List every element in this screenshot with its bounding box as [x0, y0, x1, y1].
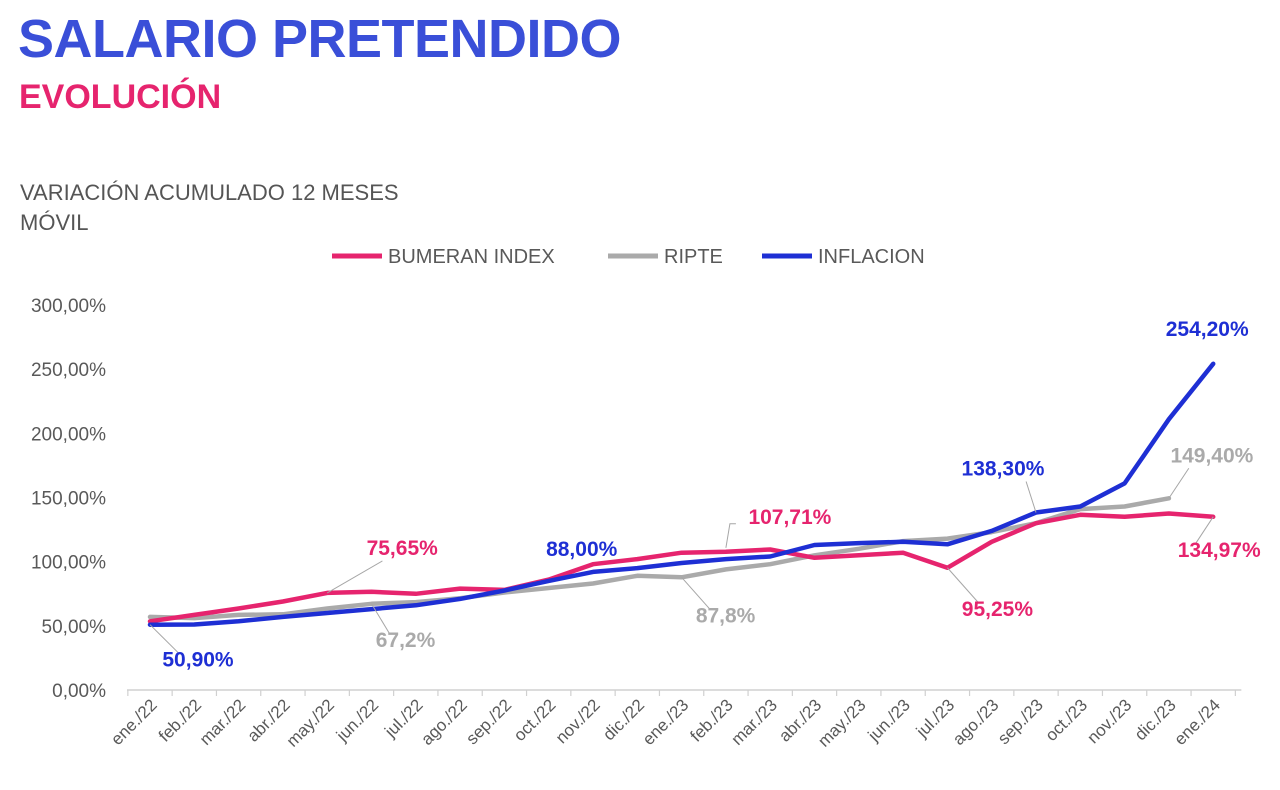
x-tick-label: mar./22: [196, 695, 250, 749]
data-label-ripte: 87,8%: [696, 604, 756, 627]
x-tick-label: may./22: [283, 695, 338, 750]
data-label-leader: [326, 560, 383, 594]
data-label-leader: [1168, 467, 1190, 499]
data-label-leader: [149, 624, 179, 654]
series-line-inflacion: [147, 361, 1216, 627]
y-tick-label: 50,00%: [42, 617, 107, 638]
x-tick-label: mar./23: [727, 695, 781, 749]
data-label-leader: [725, 523, 736, 548]
data-label-leader: [371, 603, 390, 634]
data-label-leader: [947, 567, 978, 603]
y-tick-label: 300,00%: [31, 296, 106, 317]
y-tick-label: 100,00%: [31, 553, 106, 574]
data-labels: 75,65% 107,71% 95,25% 134,97% 67,2% 87,8% 149,…: [149, 318, 1261, 672]
data-label-bumeran-index: 95,25%: [962, 598, 1034, 621]
chart-title-line-1: VARIACIÓN ACUMULADO 12 MESES: [20, 180, 399, 205]
x-tick-label: ene./22: [107, 695, 161, 749]
legend-label-bumeran-index: BUMERAN INDEX: [388, 246, 555, 268]
x-tick-label: jun./22: [332, 695, 382, 745]
x-axis: ene./22feb./22mar./22abr./22may./22jun./…: [107, 689, 1242, 751]
data-label-bumeran-index: 107,71%: [748, 506, 831, 529]
data-label-bumeran-index: 134,97%: [1178, 539, 1261, 562]
data-label-ripte: 67,2%: [376, 629, 436, 652]
data-label-leader: [1195, 516, 1214, 544]
y-tick-label: 150,00%: [31, 489, 106, 510]
page-title: SALARIO PRETENDIDO: [18, 9, 622, 69]
x-tick-label: sep./22: [462, 695, 515, 748]
data-label-inflacion: 138,30%: [962, 458, 1045, 481]
y-tick-label: 200,00%: [31, 424, 106, 445]
y-tick-label: 0,00%: [52, 681, 106, 702]
x-tick-label: jun./23: [864, 695, 914, 745]
data-label-inflacion: 88,00%: [546, 538, 618, 561]
x-tick-label: oct./23: [1042, 695, 1092, 745]
data-label-bumeran-index: 75,65%: [367, 537, 439, 560]
series-lines: [147, 361, 1216, 627]
page-subtitle: EVOLUCIÓN: [19, 78, 222, 116]
legend-label-inflacion: INFLACION: [818, 246, 925, 268]
legend-label-ripte: RIPTE: [664, 246, 723, 268]
x-tick-label: sep./23: [994, 695, 1047, 748]
x-tick-label: ago./22: [417, 695, 471, 749]
data-label-leader: [1025, 481, 1037, 513]
data-label-leader: [681, 576, 710, 609]
chart-title-line-2: MÓVIL: [20, 210, 88, 235]
x-tick-label: nov./23: [1083, 695, 1135, 747]
y-axis: 0,00% 50,00% 100,00% 150,00% 200,00% 250,00% 3…: [31, 296, 106, 702]
x-tick-label: nov./22: [552, 695, 604, 747]
x-tick-label: ene./24: [1170, 695, 1224, 749]
x-tick-label: oct./22: [510, 695, 560, 745]
x-tick-label: ago./23: [949, 695, 1003, 749]
x-tick-label: may./23: [814, 695, 869, 750]
series-line-bumeran-index: [147, 511, 1216, 624]
series-line-ripte: [147, 496, 1172, 621]
chart-legend: BUMERAN INDEX RIPTE INFLACION: [332, 246, 925, 268]
y-tick-label: 250,00%: [31, 360, 106, 381]
data-label-inflacion: 50,90%: [162, 649, 234, 672]
data-label-inflacion: 254,20%: [1166, 318, 1249, 341]
data-label-ripte: 149,40%: [1170, 444, 1253, 467]
x-tick-label: ene./23: [639, 695, 693, 749]
